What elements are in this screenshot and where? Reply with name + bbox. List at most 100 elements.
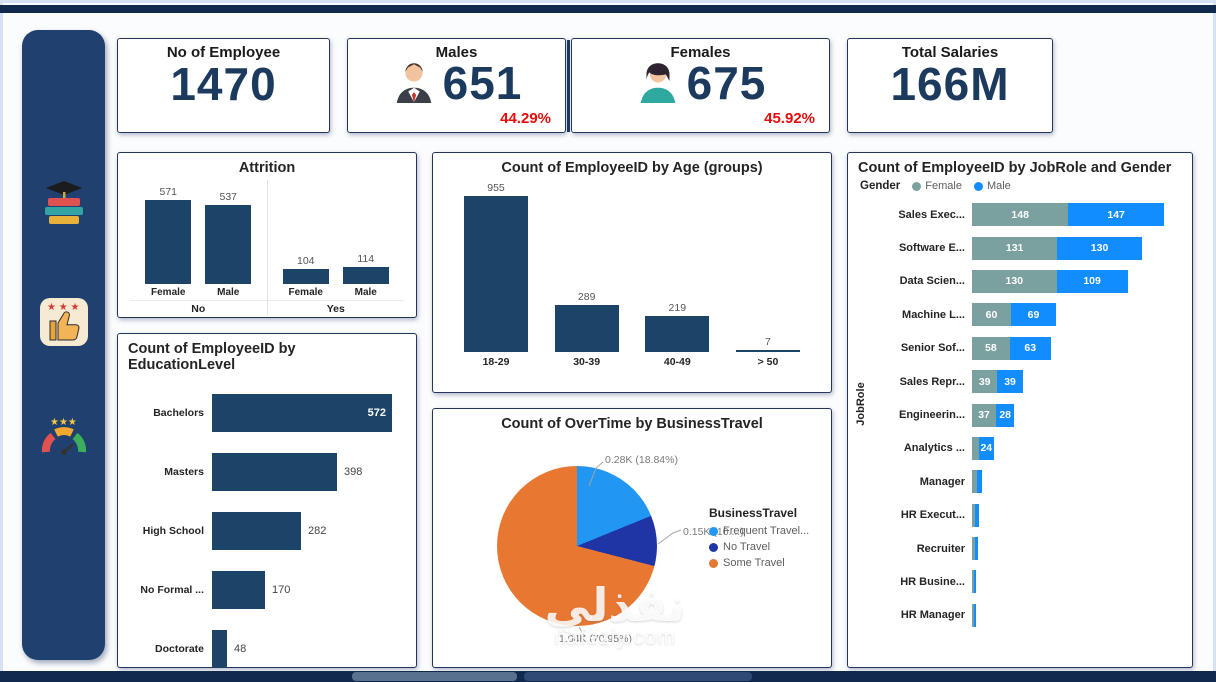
sidebar-button-feedback[interactable]: ★ ★ ★ (36, 296, 92, 352)
legend-label: Male (986, 180, 1011, 192)
bar-segment-female[interactable] (972, 570, 974, 594)
business-travel-chart-card[interactable]: Count of OverTime by BusinessTravel 0.28… (432, 408, 832, 668)
sidebar-button-education[interactable] (36, 178, 92, 234)
bar[interactable] (212, 511, 301, 550)
bar[interactable] (212, 629, 227, 668)
legend-label: Some Travel (723, 557, 785, 569)
age-plot: 955 18-29 289 30-39 219 40-49 7 > 50 (433, 178, 831, 372)
bar-category-label: Female (288, 287, 323, 298)
kpi-divider (567, 40, 570, 132)
bar-segment-male[interactable]: 63 (1009, 336, 1051, 360)
bar-segment-male[interactable]: 28 (996, 403, 1015, 427)
bar[interactable] (282, 269, 329, 284)
bar-segment-female[interactable] (972, 436, 979, 460)
bar-segment-female[interactable]: 131 (972, 236, 1058, 260)
bar-segment-male[interactable] (974, 570, 976, 594)
chart-title: Count of EmployeeID by EducationLevel (128, 341, 296, 373)
bar-segment-female[interactable] (972, 537, 976, 561)
age-groups-chart-card[interactable]: Count of EmployeeID by Age (groups) 955 1… (432, 152, 832, 393)
group-label: No (130, 300, 267, 315)
bar-segment-female[interactable]: 39 (972, 370, 998, 394)
bar-value-label: 104 (296, 255, 315, 267)
bar-segment-male[interactable]: 109 (1056, 269, 1128, 293)
bar-segment-female[interactable] (972, 503, 976, 527)
bar[interactable]: 572 (212, 393, 392, 432)
legend-item-no-travel[interactable]: No Travel (709, 541, 809, 553)
kpi-value: 1470 (170, 58, 277, 110)
books-graduation-icon (38, 178, 90, 235)
legend-item-male[interactable]: Male (973, 180, 1011, 192)
kpi-value: 675 (686, 57, 767, 110)
kpi-card-total-salaries[interactable]: Total Salaries 166M (847, 38, 1053, 133)
bar-value-label: 955 (487, 182, 505, 194)
bar-segment-male[interactable]: 130 (1057, 236, 1142, 260)
kpi-card-males[interactable]: Males 651 44.29% (347, 38, 566, 133)
kpi-card-females[interactable]: Females 675 45.92% (571, 38, 830, 133)
attrition-chart-card[interactable]: Attrition 571 Female 537 Male No 104 Female 114… (117, 152, 417, 318)
bar-segment-male[interactable]: 39 (997, 370, 1023, 394)
business-travel-pie[interactable] (497, 466, 657, 626)
bar[interactable] (145, 200, 192, 284)
bar-category-label: Bachelors (153, 406, 204, 419)
bar-segment-male[interactable] (974, 603, 976, 627)
bar-segment-female[interactable]: 130 (972, 269, 1057, 293)
bottom-bar-segment (352, 672, 517, 681)
legend-item-female[interactable]: Female (912, 180, 962, 192)
bar-segment-male[interactable]: 24 (978, 436, 995, 460)
legend-item-frequent-travel[interactable]: Frequent Travel... (709, 525, 809, 537)
bar[interactable] (645, 316, 710, 352)
bar-value-label: 170 (272, 583, 291, 596)
legend-dot (709, 542, 718, 552)
bar-column: 571 Female (145, 186, 192, 298)
bar-segment-male[interactable] (975, 503, 979, 527)
bar[interactable] (554, 305, 619, 352)
kpi-card-no-of-employee[interactable]: No of Employee 1470 (117, 38, 330, 133)
sidebar-button-rating[interactable]: ★★★ (36, 414, 92, 470)
education-level-chart-card[interactable]: Count of EmployeeID by EducationLevel Ba… (117, 333, 417, 668)
attrition-group: 571 Female 537 Male No (130, 180, 267, 315)
bar-value-label: 7 (765, 336, 771, 348)
bar-segment-female[interactable]: 37 (972, 403, 997, 427)
bar-row: Data Scien... 130 109 (874, 265, 1192, 298)
bar-category-label: Sales Repr... (899, 375, 965, 388)
chart-title: Count of EmployeeID by Age (groups) (501, 160, 763, 176)
bar-segment-male[interactable] (975, 537, 978, 561)
bar-segment-female[interactable] (972, 470, 978, 494)
bar-category-label: Machine L... (902, 308, 965, 321)
bar-category-label: Manager (919, 475, 965, 488)
legend-title: BusinessTravel (709, 506, 798, 520)
bar-row: Engineerin... 37 28 (874, 398, 1192, 431)
bar-category-label: Analytics ... (903, 442, 965, 455)
bar-segment-male[interactable]: 69 (1011, 303, 1056, 327)
bar-segment-female[interactable]: 58 (972, 336, 1010, 360)
bar-row: Software E... 131 130 (874, 231, 1192, 264)
jobrole-gender-chart-card[interactable]: Count of EmployeeID by JobRole and Gende… (847, 152, 1193, 668)
bar[interactable] (464, 196, 528, 352)
bottom-bar (0, 671, 1216, 682)
bar-segment-female[interactable]: 60 (972, 303, 1012, 327)
bar[interactable] (342, 267, 389, 284)
bar-segment-male[interactable]: 147 (1068, 203, 1164, 227)
bar-segment-female[interactable]: 148 (972, 203, 1069, 227)
bar-row: Senior Sof... 58 63 (874, 332, 1192, 365)
bar-category-label: Data Scien... (899, 275, 965, 288)
kpi-title: No of Employee (166, 44, 281, 61)
legend-label: No Travel (723, 541, 771, 553)
bar[interactable] (205, 205, 252, 284)
bar-category-label: Female (151, 287, 186, 298)
attrition-plot: 571 Female 537 Male No 104 Female 114 Male Yes (118, 178, 416, 315)
bar[interactable] (735, 350, 800, 352)
legend-dot (709, 526, 718, 536)
pie-callout-some-travel: 1.04K (70.95%) (559, 633, 632, 645)
female-avatar-icon (635, 58, 681, 109)
bar[interactable] (212, 452, 337, 491)
bar-column: 955 18-29 (463, 182, 529, 372)
bar-row: Sales Exec... 148 147 (874, 198, 1192, 231)
bar-category-label: Male (354, 287, 377, 298)
bar-segment-male[interactable] (977, 470, 982, 494)
legend-item-some-travel[interactable]: Some Travel (709, 557, 809, 569)
bar-value-label: 537 (219, 191, 238, 203)
bar[interactable] (212, 570, 265, 609)
bar-segment-female[interactable] (972, 603, 974, 627)
